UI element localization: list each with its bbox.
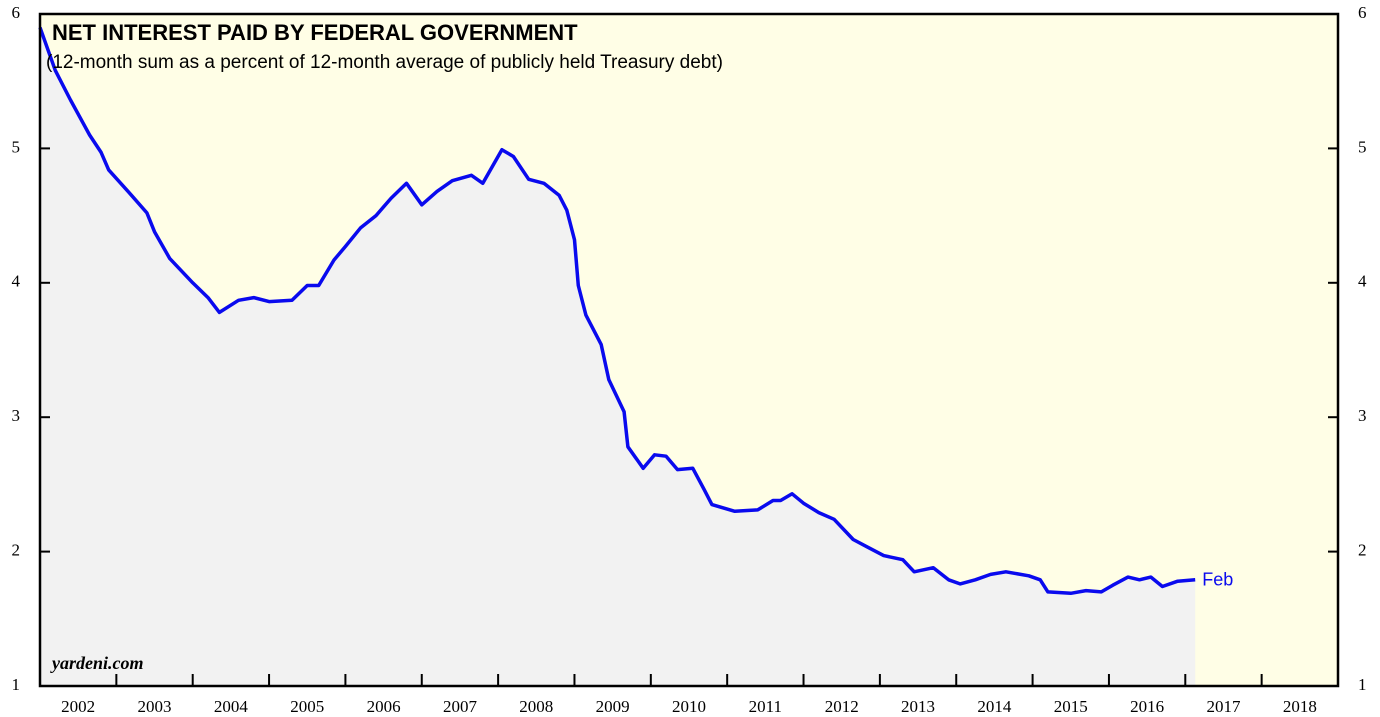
x-tick-label: 2012: [825, 697, 859, 716]
x-tick-label: 2002: [61, 697, 95, 716]
x-tick-label: 2008: [519, 697, 553, 716]
y-tick-label: 4: [12, 272, 21, 291]
x-tick-label: 2014: [977, 697, 1012, 716]
chart-title: NET INTEREST PAID BY FEDERAL GOVERNMENT: [52, 20, 578, 45]
x-tick-label: 2010: [672, 697, 706, 716]
chart-subtitle: (12-month sum as a percent of 12-month a…: [46, 52, 723, 73]
x-tick-label: 2004: [214, 697, 249, 716]
y2-tick-label: 3: [1358, 406, 1367, 425]
x-tick-label: 2006: [367, 697, 401, 716]
y-tick-label: 1: [12, 675, 21, 694]
x-tick-label: 2016: [1130, 697, 1164, 716]
y-tick-label: 5: [12, 137, 21, 156]
x-tick-label: 2013: [901, 697, 935, 716]
x-tick-label: 2011: [749, 697, 782, 716]
x-tick-label: 2017: [1206, 697, 1241, 716]
source-label: yardeni.com: [50, 653, 144, 673]
y2-tick-label: 6: [1358, 3, 1367, 22]
x-tick-label: 2005: [290, 697, 324, 716]
x-tick-label: 2018: [1283, 697, 1317, 716]
y2-tick-label: 4: [1358, 272, 1367, 291]
plot-frame: [38, 12, 1340, 688]
x-tick-label: 2007: [443, 697, 478, 716]
y-tick-label: 3: [12, 406, 21, 425]
line: [38, 26, 1196, 596]
end-label: Feb: [1202, 570, 1233, 590]
y2-tick-label: 1: [1358, 675, 1367, 694]
y-tick-label: 6: [12, 3, 21, 22]
area: [40, 27, 1196, 686]
x-tick-label: 2015: [1054, 697, 1088, 716]
x-tick-label: 2003: [138, 697, 172, 716]
y2-tick-label: 5: [1358, 137, 1367, 156]
y-tick-label: 2: [12, 541, 21, 560]
x-tick-label: 2009: [596, 697, 630, 716]
y2-tick-label: 2: [1358, 541, 1367, 560]
